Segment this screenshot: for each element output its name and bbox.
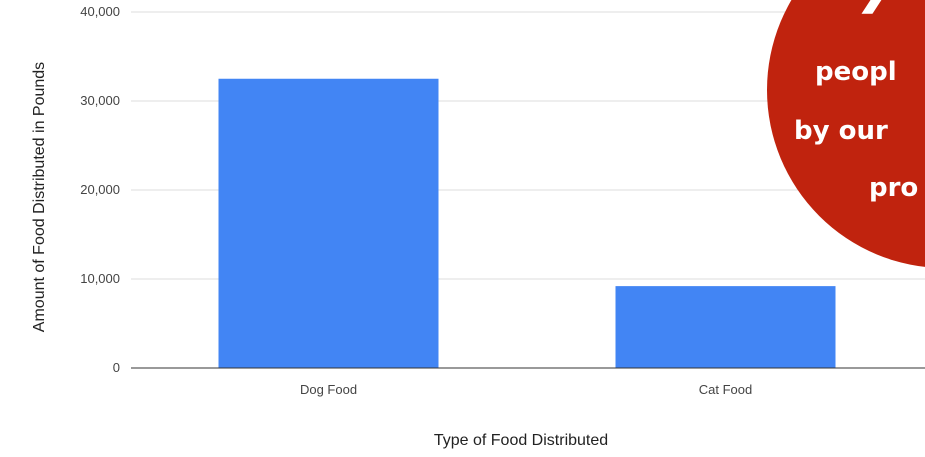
- x-axis-title: Type of Food Distributed: [434, 432, 608, 449]
- overlay-line-1: 7: [857, 0, 898, 28]
- axes: 0 10,000 20,000 30,000 40,000 Dog Food Cat Foo…: [80, 4, 925, 397]
- y-axis-title: Amount of Food Distributed in Pounds: [31, 62, 48, 332]
- bar-cat-food: [615, 286, 836, 368]
- overlay-line-2: peopl: [815, 57, 897, 87]
- red-circle: [767, 0, 925, 267]
- y-tick-label: 10,000: [80, 271, 120, 286]
- overlay-line-3: by our: [794, 116, 888, 146]
- overlay-line-4: pro: [869, 173, 918, 203]
- y-tick-label: 20,000: [80, 182, 120, 197]
- y-tick-label: 0: [113, 360, 120, 375]
- bar-dog-food: [218, 78, 439, 368]
- x-tick-label: Dog Food: [300, 382, 357, 397]
- x-tick-label: Cat Food: [699, 382, 752, 397]
- y-tick-label: 30,000: [80, 93, 120, 108]
- bars: [218, 78, 836, 368]
- red-circle-overlay: 7 peopl by our pro: [767, 0, 925, 267]
- y-tick-label: 40,000: [80, 4, 120, 19]
